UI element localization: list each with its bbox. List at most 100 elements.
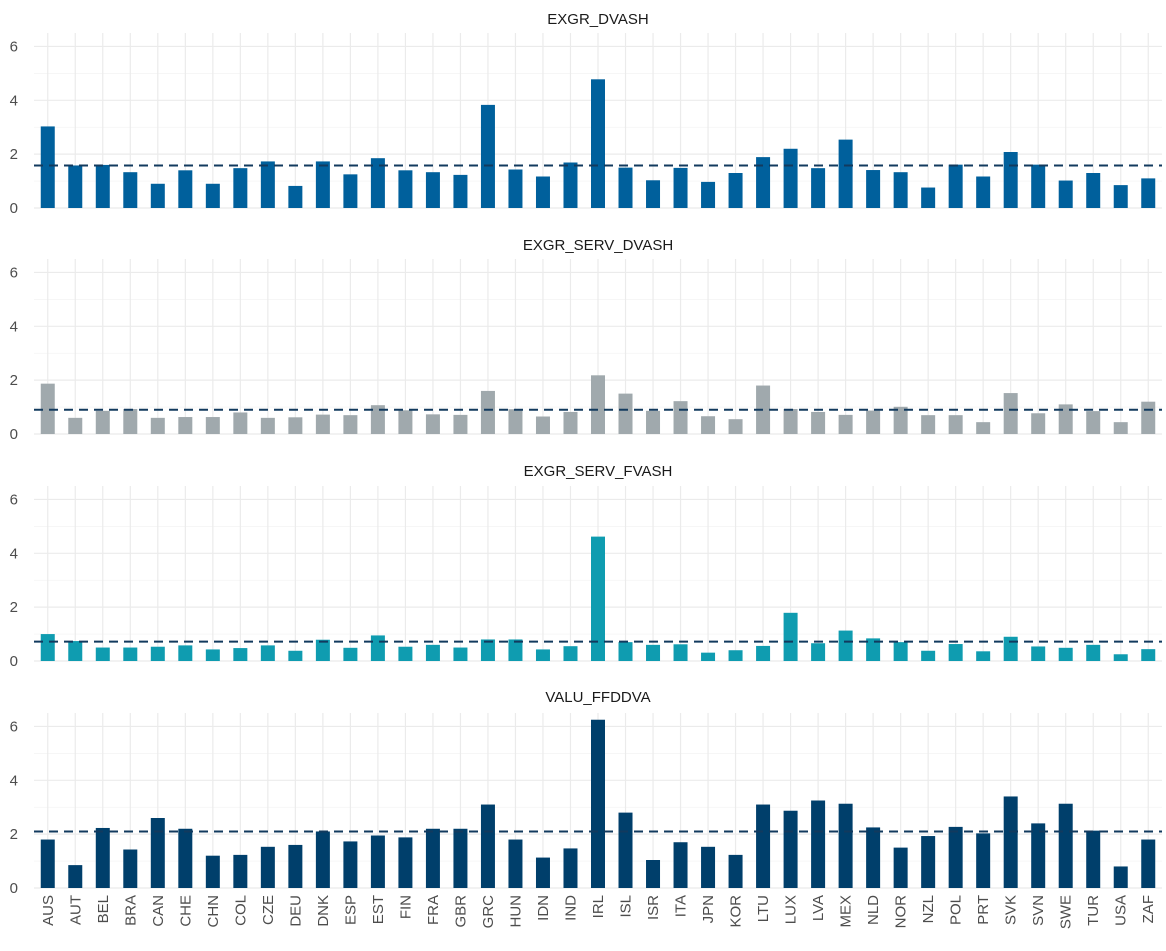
bar-zaf [1141,401,1156,434]
panel-title: EXGR_DVASH [547,11,648,28]
bar-chn [205,855,220,888]
bar-bel [95,647,110,661]
bar-chn [205,183,220,208]
bar-ind [563,411,578,434]
bar-isr [646,410,661,434]
bar-deu [288,844,303,888]
x-tick-label: POL [948,895,965,925]
bar-dnk [315,161,330,208]
y-tick-label: 0 [10,880,18,897]
bar-est [370,158,385,208]
panel-title: VALU_FFDDVA [545,689,650,706]
bar-tur [1086,411,1101,434]
bar-gbr [453,414,468,434]
x-tick-label: EST [370,895,387,924]
x-tick-label: ISL [618,895,635,918]
bar-mex [838,414,853,434]
bar-aut [68,417,83,434]
facet-panel-3: EXGR_SERV_FVASH 0 2 4 6 [10,463,1162,670]
y-tick-label: 2 [10,599,18,616]
bar-ind [563,646,578,661]
y-tick-label: 4 [10,92,18,109]
bar-fin [398,410,413,434]
bar-gbr [453,174,468,208]
bar-aus [40,634,55,661]
bar-can [150,417,165,434]
bar-can [150,818,165,888]
x-tick-label: IND [562,895,579,921]
x-tick-label: SVK [1003,895,1020,925]
bar-bra [123,647,138,661]
bar-est [370,835,385,888]
bar-nor [893,847,908,888]
bar-bra [123,172,138,208]
bar-dnk [315,414,330,434]
bar-grc [480,804,495,888]
x-tick-label: DNK [315,895,332,927]
bar-bel [95,164,110,208]
bar-isl [618,642,633,661]
bar-chn [205,649,220,661]
bar-esp [343,174,358,208]
bar-jpn [701,846,716,888]
bar-col [233,412,248,434]
x-tick-label: ESP [342,895,359,925]
bar-esp [343,415,358,434]
bar-svn [1031,646,1046,661]
bar-fra [425,172,440,208]
bar-deu [288,417,303,434]
bar-cze [260,161,275,208]
x-tick-label: PRT [975,895,992,925]
x-tick-label: KOR [728,895,745,928]
bar-lux [783,408,798,434]
bar-che [178,645,193,661]
bar-usa [1113,422,1128,434]
bar-ita [673,167,688,208]
y-tick-label: 0 [10,426,18,443]
bar-ita [673,842,688,888]
bar-swe [1058,404,1073,434]
x-axis-labels: AUS AUT BEL BRA CAN CHE CHN COL CZE DEU DNK ESP EST F… [40,895,1157,929]
bar-swe [1058,803,1073,888]
bar-irl [591,79,605,208]
bar-svn [1031,164,1046,208]
bar-ind [563,848,578,888]
x-tick-label: CZE [260,895,277,925]
bar-isl [618,393,633,434]
bar-svk [1003,796,1018,888]
bar-che [178,170,193,208]
x-tick-label: CHE [177,895,194,927]
bar-grc [480,390,495,434]
bar-deu [288,185,303,208]
bar-prt [976,833,991,888]
bar-irl [591,536,605,661]
bar-jpn [701,181,716,208]
bar-fra [425,828,440,888]
bar-prt [976,176,991,208]
bar-swe [1058,180,1073,208]
bar-che [178,417,193,434]
bar-usa [1113,185,1128,208]
bar-hun [508,409,523,434]
bar-nld [866,827,881,888]
bar-nld [866,410,881,434]
bar-ltu [756,157,771,208]
bar-nzl [921,187,936,208]
y-tick-label: 2 [10,146,18,163]
x-tick-label: HUN [507,895,524,928]
bar-grc [480,639,495,661]
bar-isl [618,812,633,888]
x-tick-label: IRL [590,895,607,918]
x-tick-label: GBR [452,895,469,928]
x-tick-label: SVN [1030,895,1047,926]
bar-irl [591,719,605,888]
x-tick-label: ISR [645,895,662,920]
x-tick-label: LTU [755,895,772,922]
panel-title: EXGR_SERV_DVASH [523,237,673,254]
bar-hun [508,839,523,888]
x-tick-label: BRA [122,895,139,926]
bar-usa [1113,866,1128,888]
bar-lva [811,643,826,661]
bar-tur [1086,830,1101,888]
